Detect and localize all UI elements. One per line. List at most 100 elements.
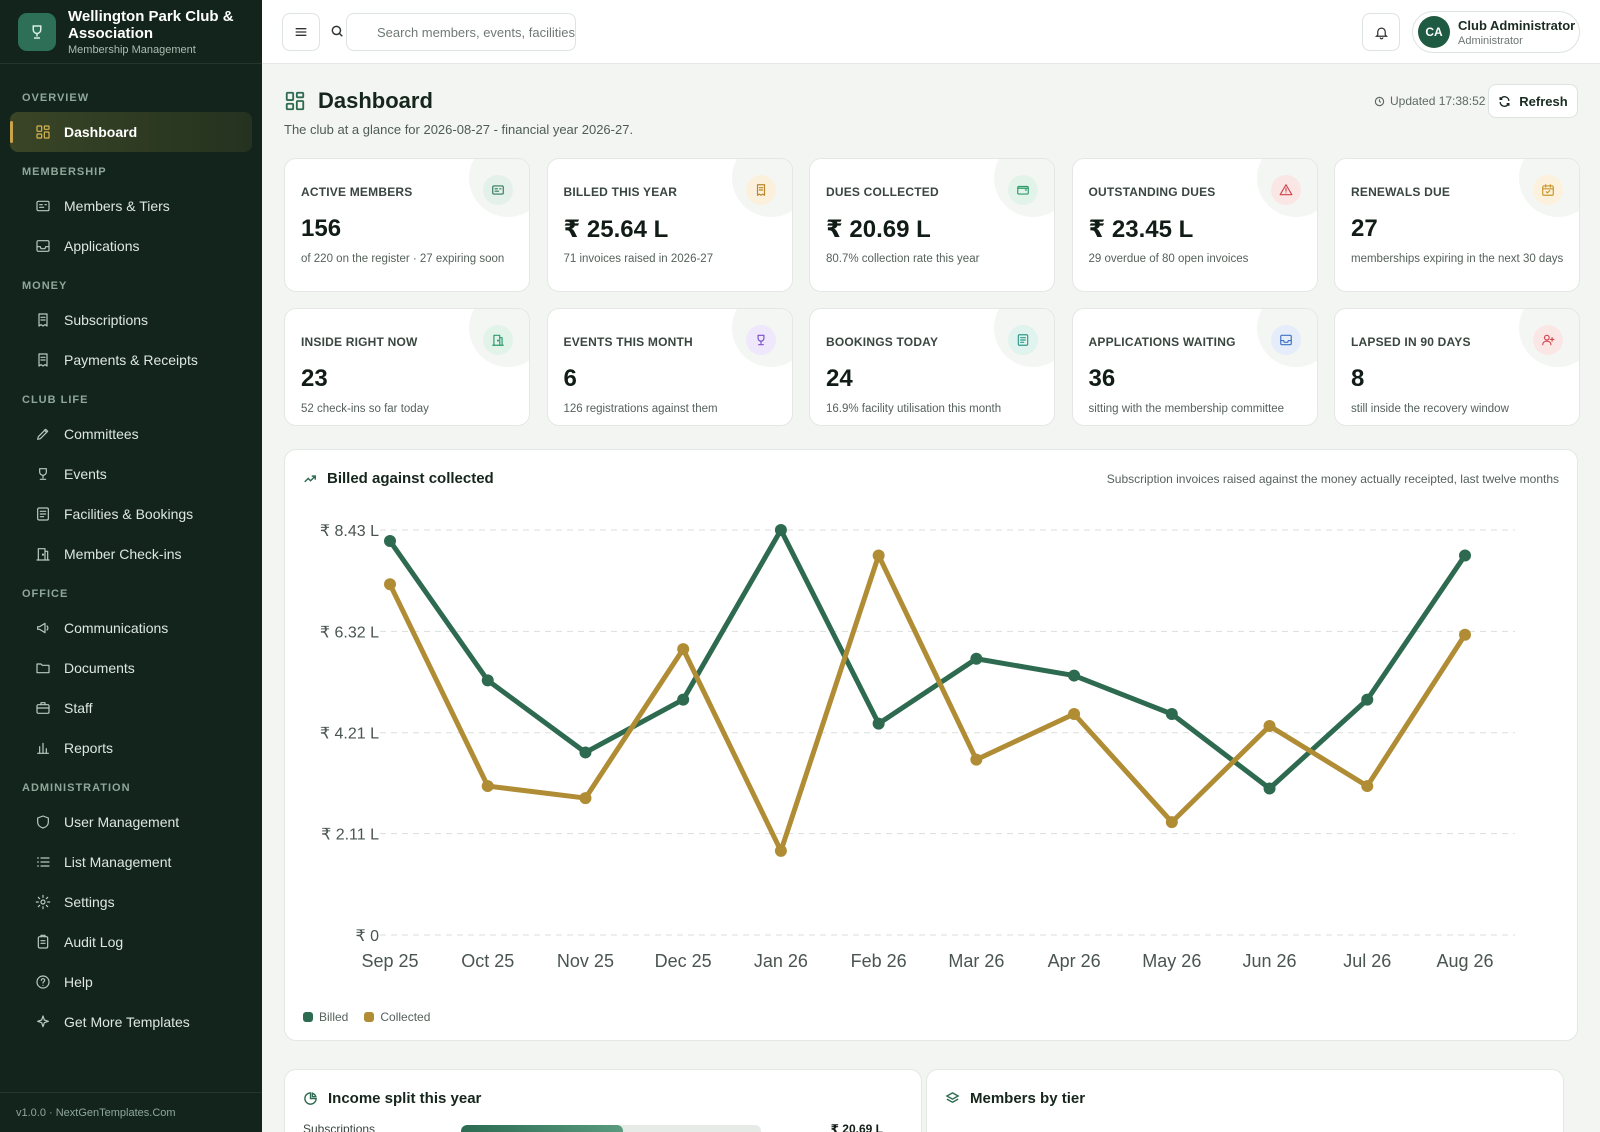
sidebar-item-label: Settings [64,894,115,910]
sidebar-item-applications[interactable]: Applications [10,226,252,266]
refresh-button[interactable]: Refresh [1488,84,1578,118]
calendar-icon [1533,175,1563,205]
brand-subtitle: Membership Management [68,43,196,56]
legend-item-collected: Collected [364,1010,430,1024]
stat-note: sitting with the membership committee [1088,403,1285,415]
sidebar-item-payments-and-receipts[interactable]: Payments & Receipts [10,340,252,380]
stat-card-dues-collected[interactable]: DUES COLLECTED ₹ 20.69 L 80.7% collection … [809,158,1055,292]
stat-card-inside-right-now[interactable]: INSIDE RIGHT NOW 23 52 check-ins so far to… [284,308,530,426]
legend-label-collected: Collected [380,1010,431,1024]
sidebar-item-label: Audit Log [64,934,124,950]
stat-card-billed-this-year[interactable]: BILLED THIS YEAR ₹ 25.64 L 71 invoices rai… [546,158,793,292]
sidebar-item-label: Member Check-ins [64,546,182,562]
sidebar-item-label: Reports [64,740,114,756]
notifications-button[interactable] [1362,13,1400,51]
sidebar-item-reports[interactable]: Reports [10,728,252,768]
updated-timestamp: Updated 17:38:52 [1374,94,1485,108]
sidebar-item-help[interactable]: Help [10,962,252,1002]
stat-note: memberships expiring in the next 30 days [1351,253,1564,265]
members-by-tier-title: Members by tier [970,1090,1086,1107]
trophy-icon [745,325,776,355]
stat-note: 71 invoices raised in 2026-27 [563,253,714,265]
sidebar-item-subscriptions[interactable]: Subscriptions [10,300,252,340]
receipt-icon [34,351,52,369]
data-point-collected [677,643,690,656]
user-menu[interactable]: CA Club Administrator Administrator [1412,11,1580,53]
stat-card-renewals-due[interactable]: RENEWALS DUE 27 memberships expiring in th… [1334,158,1580,292]
data-point-billed [677,693,690,706]
version-footer: v1.0.0 · NextGenTemplates.Com [0,1092,262,1132]
avatar: CA [1418,16,1450,48]
stat-card-active-members[interactable]: ACTIVE MEMBERS 156 of 220 on the register … [284,158,530,292]
sidebar-item-members-and-tiers[interactable]: Members & Tiers [10,186,252,226]
sidebar-item-get-more-templates[interactable]: Get More Templates [10,1002,252,1042]
sidebar-item-settings[interactable]: Settings [10,882,252,922]
sidebar-item-label: Payments & Receipts [64,352,198,368]
stat-label: DUES COLLECTED [826,185,939,199]
receipt-icon [745,175,776,205]
warning-icon [1270,175,1301,205]
inbox-icon [34,237,52,255]
stat-card-outstanding-dues[interactable]: OUTSTANDING DUES ₹ 23.45 L 29 overdue of 8… [1071,158,1318,292]
legend-label-billed: Billed [319,1010,349,1024]
chart-legend: Billed Collected [303,1010,430,1024]
bell-icon [1374,27,1388,39]
briefcase-icon [34,699,52,717]
sidebar-item-staff[interactable]: Staff [10,688,252,728]
sidebar-item-audit-log[interactable]: Audit Log [10,922,252,962]
sidebar-item-list-management[interactable]: List Management [10,842,252,882]
stat-note: 29 overdue of 80 open invoices [1088,253,1249,265]
nav-section-money: MONEY [22,280,68,292]
stat-label: OUTSTANDING DUES [1088,185,1216,199]
sidebar-item-label: Facilities & Bookings [64,506,194,522]
data-point-collected [1068,708,1081,721]
stat-card-events-this-month[interactable]: EVENTS THIS MONTH 6 126 registrations agai… [546,308,793,426]
sidebar-item-facilities-and-bookings[interactable]: Facilities & Bookings [10,494,252,534]
income-row-subscriptions: Subscriptions ₹ 20.69 L [303,1122,903,1132]
data-point-billed [1459,549,1471,562]
sidebar-item-user-management[interactable]: User Management [10,802,252,842]
refresh-label: Refresh [1519,93,1568,109]
updated-text: Updated 17:38:52 [1390,94,1486,108]
trophy-logo-icon [18,12,56,51]
help-icon [34,973,52,991]
door-icon [34,545,52,563]
brand: Wellington Park Club & Association Membe… [0,0,262,64]
sidebar-item-dashboard[interactable]: Dashboard [10,112,252,152]
x-tick-label: Jun 26 [1243,951,1297,971]
sidebar-item-label: Help [64,974,93,990]
hamburger-icon [295,28,307,36]
sidebar-item-member-check-ins[interactable]: Member Check-ins [10,534,252,574]
list-icon [34,853,52,871]
sidebar-item-committees[interactable]: Committees [10,414,252,454]
stat-card-bookings-today[interactable]: BOOKINGS TODAY 24 16.9% facility utilisati… [809,308,1055,426]
user-plus-icon [1533,325,1563,355]
data-point-billed [872,717,885,730]
y-tick-label: ₹ 8.43 L [320,523,379,540]
stat-note: 52 check-ins so far today [301,403,429,415]
stat-value: ₹ 25.64 L [563,216,669,243]
x-tick-label: Mar 26 [948,951,1004,971]
x-tick-label: Feb 26 [851,951,907,971]
legend-item-billed: Billed [303,1010,348,1024]
sidebar-item-label: User Management [64,814,180,830]
x-tick-label: Jul 26 [1343,951,1391,971]
stat-card-applications-waiting[interactable]: APPLICATIONS WAITING 36 sitting with the m… [1071,308,1318,426]
sidebar-item-documents[interactable]: Documents [10,648,252,688]
sidebar-item-communications[interactable]: Communications [10,608,252,648]
stat-card-lapsed-in-90-days[interactable]: LAPSED IN 90 DAYS 8 still inside the recov… [1334,308,1580,426]
sidebar-item-label: List Management [64,854,172,870]
stat-label: BILLED THIS YEAR [563,185,678,199]
book-icon [1008,325,1038,355]
user-name: Club Administrator [1458,17,1576,33]
menu-toggle-button[interactable] [282,13,320,51]
brand-name: Wellington Park Club & Association [68,7,234,42]
search-input[interactable] [346,13,576,51]
series-line-collected [387,552,1468,854]
data-point-collected [1165,816,1178,829]
sidebar-item-events[interactable]: Events [10,454,252,494]
sidebar-nav: OVERVIEW Dashboard MEMBERSHIP Members & Tie… [0,64,262,1042]
stat-label: BOOKINGS TODAY [826,335,939,349]
shield-icon [34,813,52,831]
stat-label: INSIDE RIGHT NOW [301,335,418,349]
